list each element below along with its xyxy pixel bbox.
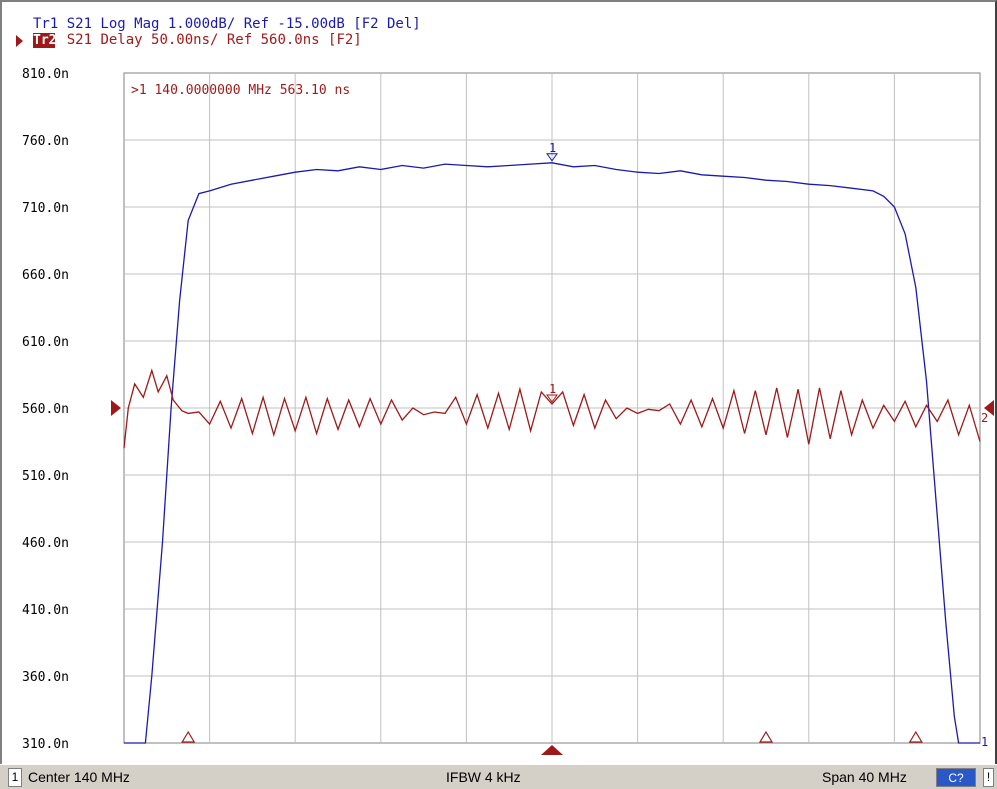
y-tick-label: 360.0n [22,670,69,685]
y-tick-label: 810.0n [22,67,69,82]
marker-readout: >1 140.0000000 MHz 563.10 ns [131,83,350,98]
marker-triangle-icon [546,394,558,403]
channel-indicator[interactable]: 1 [8,768,22,787]
bottom-marker-icon [181,730,196,743]
trace2-header-text: S21 Delay 50.00ns/ Ref 560.0ns [F2] [58,32,362,48]
trace2-header[interactable]: Tr2 S21 Delay 50.00ns/ Ref 560.0ns [F2] [33,33,362,48]
ifbw-setting[interactable]: IFBW 4 kHz [446,769,521,785]
status-bar: 1 Center 140 MHz IFBW 4 kHz Span 40 MHz … [0,764,997,789]
y-tick-label: 310.0n [22,737,69,752]
active-marker-position-icon [541,745,563,755]
trace2-end-label: 2 [981,411,988,425]
span-setting[interactable]: Span 40 MHz [822,769,907,785]
chart-area[interactable]: 810.0n 760.0n 710.0n 660.0n 610.0n 560.0n 510.… [0,0,997,764]
y-tick-label: 760.0n [22,134,69,149]
trace-tr2-line [123,368,981,449]
reference-level-left-icon [111,400,121,416]
trace-tr1-line [124,162,980,744]
y-tick-label: 560.0n [22,402,69,417]
active-trace-arrow-icon [16,35,23,47]
marker-label: 1 [549,382,556,396]
y-tick-label: 410.0n [22,603,69,618]
marker-triangle-icon [546,153,558,162]
trace2-tag[interactable]: Tr2 [33,33,57,48]
center-frequency[interactable]: Center 140 MHz [28,769,130,785]
y-tick-label: 710.0n [22,201,69,216]
bottom-marker-icon [758,730,774,743]
y-tick-label: 460.0n [22,536,69,551]
warning-indicator[interactable]: ! [983,768,994,787]
trace1-end-label: 1 [981,735,988,749]
bottom-marker-icon [908,730,923,743]
y-tick-label: 610.0n [22,335,69,350]
y-tick-label: 660.0n [22,268,69,283]
trace1-header[interactable]: Tr1 S21 Log Mag 1.000dB/ Ref -15.00dB [F… [33,16,421,32]
y-tick-label: 510.0n [22,469,69,484]
calibration-status[interactable]: C? [936,768,976,787]
reference-level-right-icon [984,400,994,416]
marker-label: 1 [549,141,556,155]
